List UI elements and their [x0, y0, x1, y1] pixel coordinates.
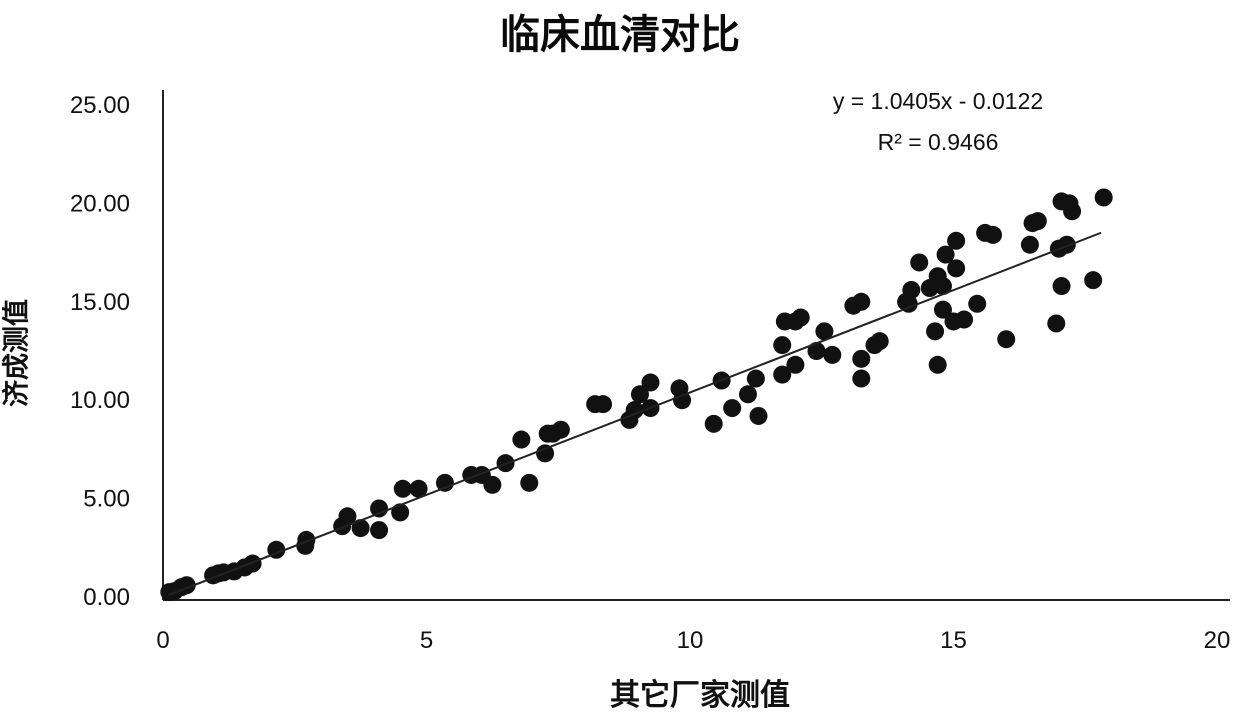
data-point [746, 369, 765, 388]
data-point [926, 322, 945, 341]
data-point [968, 294, 987, 313]
trendline [167, 231, 1102, 597]
r-squared-label: R² = 0.9466 [878, 129, 999, 155]
x-tick-label: 0 [156, 627, 169, 654]
y-tick-label: 0.00 [83, 584, 130, 611]
data-point [928, 355, 947, 374]
data-point [351, 519, 370, 538]
data-point [520, 473, 539, 492]
data-point [947, 259, 966, 278]
data-point [1063, 202, 1082, 221]
y-tick-labels: 0.00 5.00 10.00 15.00 20.00 25.00 [70, 92, 130, 611]
data-point [1094, 188, 1113, 207]
x-axis-title: 其它厂家测值 [610, 678, 790, 713]
x-tick-label: 10 [677, 627, 704, 654]
data-point [1020, 235, 1039, 254]
data-point [1057, 235, 1076, 254]
data-point [435, 473, 454, 492]
data-point [704, 414, 723, 433]
x-tick-label: 15 [940, 627, 967, 654]
data-point [807, 342, 826, 360]
x-tick-label: 20 [1204, 627, 1231, 654]
data-point [955, 310, 974, 329]
data-point [749, 406, 768, 425]
data-point [409, 479, 428, 498]
data-point [852, 349, 871, 368]
data-point [852, 369, 871, 388]
chart-title: 临床血清对比 [500, 12, 740, 58]
data-point [947, 231, 966, 250]
x-tick-labels: 0 5 10 15 20 [156, 627, 1230, 654]
data-point [984, 225, 1003, 244]
data-point [910, 253, 929, 272]
y-tick-label: 5.00 [83, 486, 130, 513]
data-point [815, 322, 834, 341]
data-point [512, 430, 531, 449]
y-tick-label: 15.00 [70, 289, 130, 316]
data-point [297, 530, 316, 549]
data-point [338, 507, 357, 526]
data-point [1052, 277, 1071, 296]
trendline-equation: y = 1.0405x - 0.0122 [833, 88, 1043, 114]
data-point [641, 373, 660, 392]
data-point [902, 280, 921, 299]
data-point [738, 385, 757, 404]
data-point [370, 499, 389, 518]
data-point [594, 395, 613, 414]
data-point [773, 365, 792, 384]
data-point [1028, 212, 1047, 231]
data-point [791, 308, 810, 327]
data-point [723, 399, 742, 418]
data-point [823, 345, 842, 364]
data-point [870, 332, 889, 351]
y-tick-label: 20.00 [70, 190, 130, 217]
data-point [852, 292, 871, 311]
data-point [773, 336, 792, 355]
data-point [625, 401, 644, 420]
data-point [393, 479, 412, 498]
data-point [933, 300, 952, 319]
data-point [933, 277, 952, 296]
data-point [1084, 271, 1103, 290]
data-points [160, 188, 1113, 602]
data-point [786, 355, 805, 374]
data-point [630, 385, 649, 404]
data-point [370, 521, 389, 540]
data-point [1047, 314, 1066, 333]
x-tick-label: 5 [420, 627, 433, 654]
y-tick-label: 10.00 [70, 387, 130, 414]
data-point [243, 554, 262, 573]
data-point [536, 444, 555, 463]
data-point [483, 475, 502, 494]
data-point [936, 245, 955, 264]
data-point [997, 330, 1016, 349]
data-point [551, 420, 570, 439]
y-tick-label: 25.00 [70, 92, 130, 119]
data-point [673, 391, 692, 410]
